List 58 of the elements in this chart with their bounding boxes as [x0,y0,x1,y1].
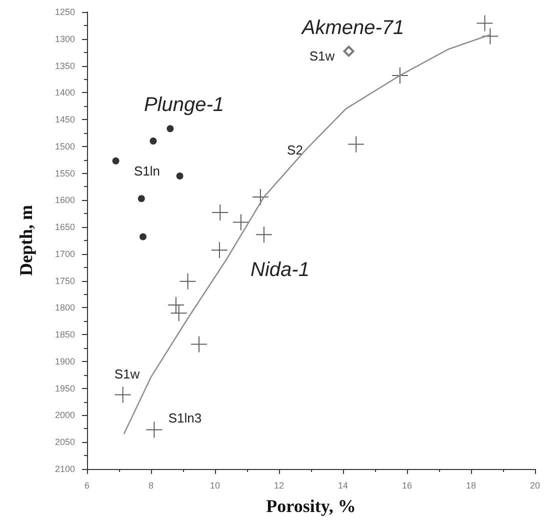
x-tick-label: 12 [274,480,284,490]
annotation: S1ln3 [168,410,202,426]
point [114,386,132,404]
y-tick-label: 2000 [54,410,75,420]
y-tick-label: 1500 [54,141,75,152]
y-tick-label: 1600 [54,195,75,206]
y-tick-label: 1400 [54,88,75,98]
point [348,136,365,153]
annotation: S1w [114,366,140,382]
point [252,188,269,206]
point [343,46,354,57]
y-tick-label: 1750 [54,276,75,286]
point [150,138,157,145]
x-tick-label: 8 [148,480,154,490]
x-tick-label: 20 [530,480,540,490]
point [140,233,146,240]
point [138,195,145,202]
annotation: S1ln [134,164,160,178]
y-tick-label: 2050 [54,437,75,448]
point [179,272,196,290]
annotation: S1w [309,48,336,64]
y-tick-label: 1450 [54,114,75,125]
annotation: Plunge-1 [144,94,224,116]
y-tick-label: 1350 [54,60,75,71]
y-tick-label: 1650 [54,222,75,232]
point [170,304,188,322]
annotation: Nida-1 [250,259,310,281]
point [190,336,208,353]
y-tick-label: 1800 [54,302,75,313]
y-axis-title: Depth, m [16,204,36,276]
x-tick-label: 10 [210,480,220,490]
point [167,296,184,314]
y-tick-label: 1900 [54,356,75,366]
x-axis-title: Porosity, % [266,496,356,516]
point [210,242,228,259]
point [391,66,408,84]
y-tick-label: 1850 [54,330,75,340]
point [255,226,272,244]
x-tick-label: 18 [466,480,476,490]
point [146,421,163,438]
annotation: Akmene-71 [300,17,404,39]
y-tick-label: 1950 [54,383,75,394]
y-tick-label: 1250 [54,7,75,17]
point [112,157,120,164]
point [176,172,184,180]
annotation: S2 [287,142,303,158]
y-tick-label: 1550 [54,168,75,178]
y-tick-label: 1300 [54,34,75,44]
x-tick-label: 14 [338,480,348,490]
x-tick-label: 16 [402,480,412,490]
point [212,204,229,222]
point [482,28,499,45]
point [166,125,174,132]
y-tick-label: 1700 [54,248,75,259]
x-tick-label: 6 [84,480,90,490]
y-tick-label: 2100 [54,464,75,474]
point [232,214,250,231]
point [476,14,494,32]
